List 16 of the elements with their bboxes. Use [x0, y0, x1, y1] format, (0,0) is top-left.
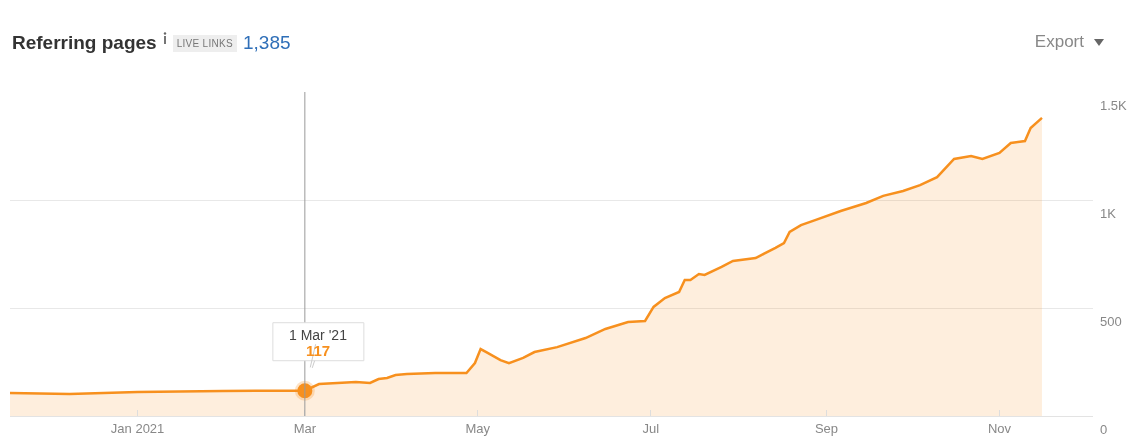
x-tick-label: Jul: [642, 420, 660, 436]
text: 1,385: [243, 32, 291, 54]
x-tick-label: Mar: [293, 420, 317, 436]
x-tick-label: Jan 2021: [110, 420, 165, 436]
text: Export: [1034, 32, 1084, 52]
x-tick-label: Sep: [814, 420, 839, 436]
y-tick-label: 1.5K: [1100, 97, 1128, 113]
y-tick-label: 0: [1100, 421, 1108, 437]
text: LIVE LINKS: [172, 34, 238, 52]
annotation: 117: [306, 342, 331, 359]
chart-title: Referring pages: [12, 32, 157, 54]
x-tick-label: Nov: [987, 420, 1012, 436]
x-tick-label: May: [465, 420, 491, 436]
y-tick-label: 1K: [1100, 205, 1117, 221]
y-tick-label: 500: [1100, 313, 1122, 329]
annotation: 1 Mar '21: [289, 327, 348, 343]
